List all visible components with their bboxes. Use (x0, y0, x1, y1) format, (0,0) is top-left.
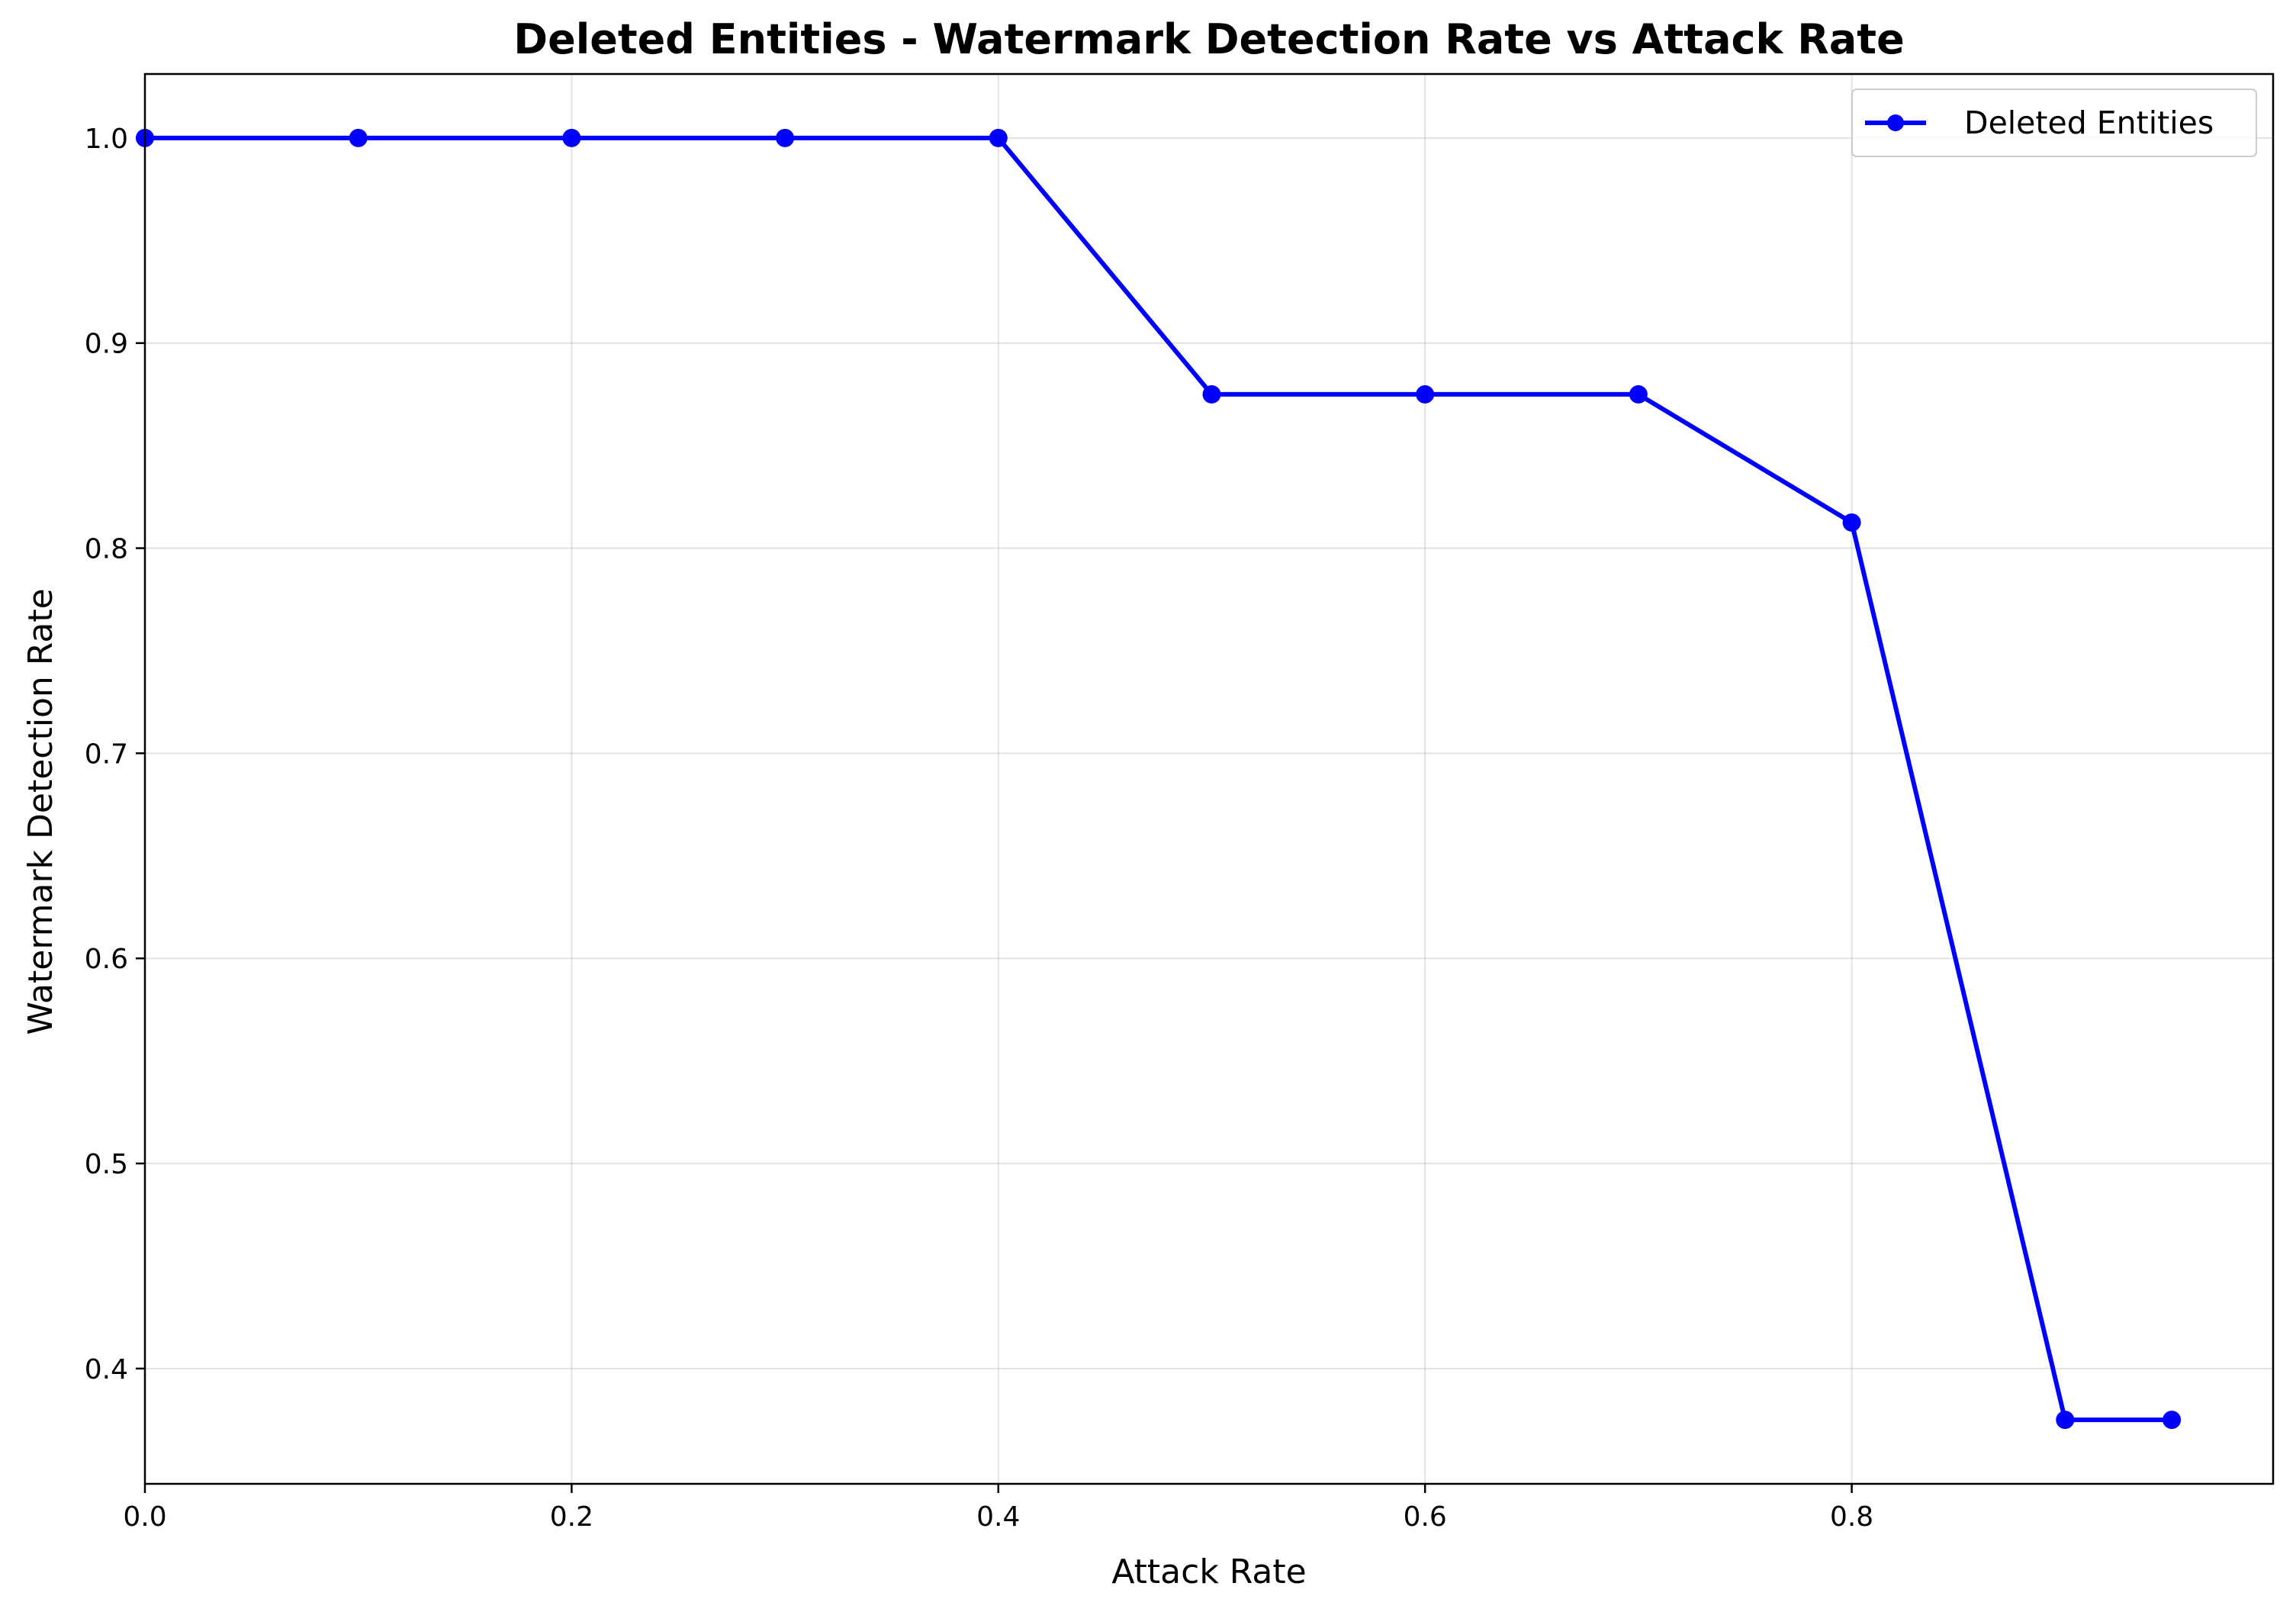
y-tick-label: 1.0 (85, 124, 128, 155)
data-point (1842, 513, 1861, 532)
data-point (776, 128, 795, 147)
legend-box (1851, 88, 2257, 157)
data-point (2163, 1411, 2182, 1430)
data-point (1416, 384, 1435, 404)
y-tick-label: 0.8 (85, 534, 128, 565)
data-point (349, 128, 368, 147)
legend: Deleted Entities (1851, 88, 2257, 157)
x-tick-label: 0.2 (550, 1501, 593, 1533)
x-tick-label: 0.0 (123, 1501, 166, 1533)
data-point (989, 128, 1008, 147)
y-tick-label: 0.6 (85, 944, 128, 975)
data-point (2056, 1411, 2075, 1430)
y-tick-label: 0.9 (85, 329, 128, 360)
chart-title: Deleted Entities - Watermark Detection R… (513, 15, 1904, 63)
data-point (1629, 384, 1648, 404)
x-tick-label: 0.6 (1404, 1501, 1447, 1533)
x-tick-label: 0.4 (976, 1501, 1020, 1533)
y-axis-label: Watermark Detection Rate (21, 588, 60, 1034)
legend-label-deleted-entities: Deleted Entities (1964, 105, 2214, 141)
y-tick-label: 0.7 (85, 738, 128, 770)
y-tick-label: 0.5 (85, 1149, 128, 1180)
x-axis-label: Attack Rate (1111, 1552, 1306, 1591)
legend-marker-deleted-entities (1887, 114, 1904, 131)
x-tick-label: 0.8 (1830, 1501, 1873, 1533)
x-axis-ticks: 0.0 0.2 0.4 0.6 0.8 (123, 1484, 1873, 1533)
data-point (1202, 384, 1221, 404)
y-axis-ticks: 0.4 0.5 0.6 0.7 0.8 0.9 1.0 (85, 124, 145, 1385)
plot-frame (143, 72, 2275, 1485)
data-point (562, 128, 581, 147)
y-tick-label: 0.4 (85, 1354, 128, 1385)
